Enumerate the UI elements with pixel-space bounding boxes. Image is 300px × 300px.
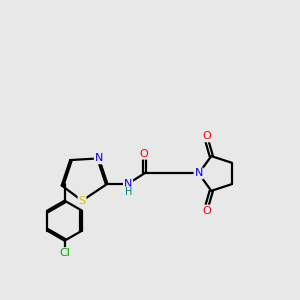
Text: O: O — [202, 206, 211, 216]
Text: H: H — [125, 187, 132, 197]
Text: N: N — [124, 179, 132, 189]
Text: O: O — [202, 131, 211, 141]
Text: N: N — [95, 153, 103, 164]
Text: S: S — [79, 196, 86, 206]
Text: N: N — [194, 169, 203, 178]
Text: O: O — [140, 149, 148, 159]
Text: Cl: Cl — [59, 248, 70, 258]
